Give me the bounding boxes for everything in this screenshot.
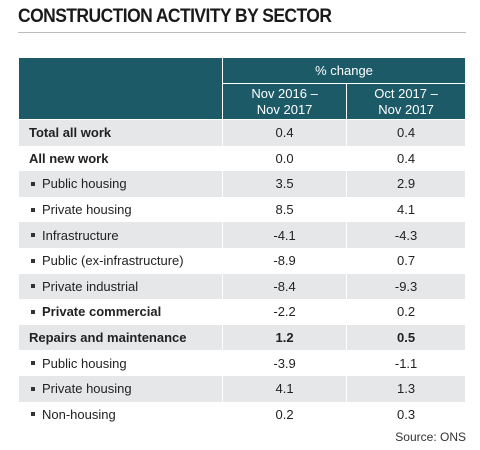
bullet [31,284,35,289]
value-cell: -4.1 [221,222,348,248]
row-label: Public (ex-infrastructure) [42,253,184,269]
bullet [31,386,35,391]
value-cell: 0.2 [346,299,466,325]
table-row: Infrastructure -4.1 -4.3 [18,222,466,248]
source: Source: ONS [395,430,466,444]
row-label-cell: Non-housing [18,401,223,428]
value-cell: 8.5 [221,196,348,223]
value-cell: -9.3 [346,273,466,300]
group-header: % change [222,58,466,84]
column-header: Oct 2017 – Nov 2017 [346,83,466,120]
table-row: Repairs and maintenance 1.2 0.5 [18,324,466,351]
table-row: Public housing 3.5 2.9 [18,171,466,197]
table-row: Private industrial -8.4 -9.3 [18,273,466,300]
row-label-cell: All new work [18,145,223,172]
row-label: Private housing [42,202,132,218]
value-cell: -1.1 [346,350,466,376]
title: CONSTRUCTION ACTIVITY BY SECTOR [18,6,332,27]
row-label-cell: Private commercial [18,299,223,325]
bullet [31,258,35,263]
bullet [31,310,35,315]
value-cell: -3.9 [221,350,348,376]
value-cell: 4.1 [221,375,348,402]
row-label: Public housing [42,355,127,371]
value-cell: 0.4 [346,145,466,172]
value-cell: 2.9 [346,171,466,197]
value-cell: 4.1 [346,196,466,223]
value-cell: 0.3 [346,401,466,428]
row-label-cell: Private housing [18,196,223,223]
corner-cell [18,58,223,120]
table-row: Non-housing 0.2 0.3 [18,401,466,428]
row-label: Public housing [42,176,127,192]
row-label: Infrastructure [42,227,119,243]
value-cell: -8.4 [221,273,348,300]
table-row: Private commercial -2.2 0.2 [18,299,466,325]
row-label: Private commercial [42,304,162,320]
value-cell: 0.2 [221,401,348,428]
table-row: Total all work 0.4 0.4 [18,119,466,146]
row-label: Non-housing [42,406,116,422]
row-label: Repairs and maintenance [29,330,187,346]
value-cell: 0.4 [346,119,466,146]
column-header: Nov 2016 – Nov 2017 [221,83,348,120]
value-cell: 1.2 [221,324,348,351]
value-cell: 0.4 [221,119,348,146]
row-label-cell: Infrastructure [18,222,223,248]
data-table: % change Nov 2016 – Nov 2017 Oct 2017 – N… [18,58,466,428]
table-row: Private housing 8.5 4.1 [18,196,466,223]
table-row: Public (ex-infrastructure) -8.9 0.7 [18,247,466,274]
table-row: Public housing -3.9 -1.1 [18,350,466,376]
value-cell: 0.5 [346,324,466,351]
row-label-cell: Repairs and maintenance [18,324,223,351]
row-label-cell: Public housing [18,171,223,197]
row-label: All new work [29,150,109,166]
row-label-cell: Private industrial [18,273,223,300]
value-cell: 0.7 [346,247,466,274]
row-label-cell: Private housing [18,375,223,402]
row-label-cell: Public (ex-infrastructure) [18,247,223,274]
bullet [31,207,35,212]
bullet [31,182,35,187]
table-row: All new work 0.0 0.4 [18,145,466,172]
value-cell: 1.3 [346,375,466,402]
row-label-cell: Public housing [18,350,223,376]
row-label: Total all work [29,125,112,141]
row-label: Private industrial [42,278,139,294]
value-cell: 0.0 [221,145,348,172]
bullet [31,233,35,238]
row-label: Private housing [42,381,132,397]
row-label-cell: Total all work [18,119,223,146]
bullet [31,361,35,366]
table-row: Private housing 4.1 1.3 [18,375,466,402]
bullet [31,412,35,417]
value-cell: -4.3 [346,222,466,248]
title-rule [18,32,466,33]
value-cell: -8.9 [221,247,348,274]
value-cell: -2.2 [221,299,348,325]
value-cell: 3.5 [221,171,348,197]
